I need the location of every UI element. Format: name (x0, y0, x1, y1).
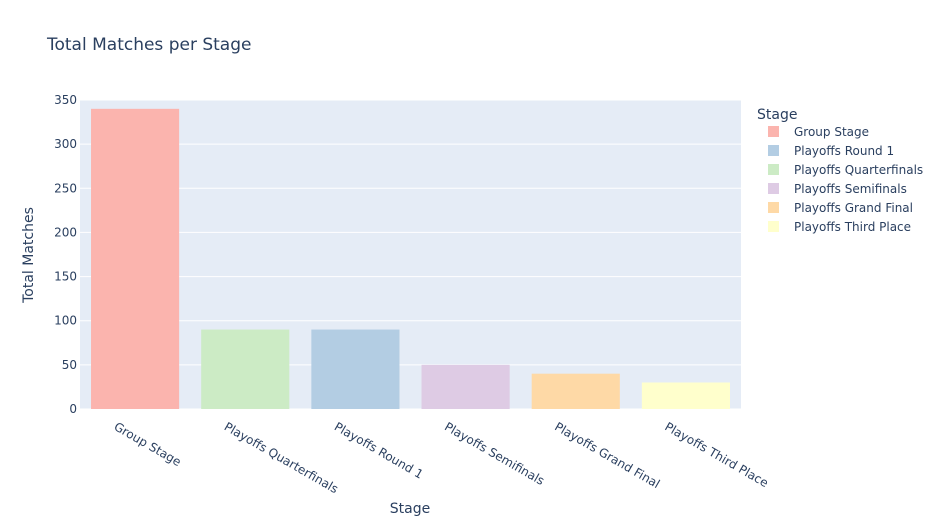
y-tick-label: 100 (54, 314, 77, 328)
y-tick-label: 300 (54, 137, 77, 151)
y-axis-ticks: 0 50 100 150 200 250 300 350 (54, 93, 77, 416)
legend-entry: Playoffs Quarterfinals (794, 163, 923, 177)
x-tick-label: Playoffs Semifinals (442, 419, 547, 488)
y-tick-label: 350 (54, 93, 77, 107)
legend-entry: Group Stage (794, 125, 869, 139)
legend-swatch (768, 145, 779, 156)
x-axis-title: Stage (390, 501, 430, 517)
plot-area (80, 100, 741, 409)
legend-entry: Playoffs Round 1 (794, 144, 894, 158)
y-tick-label: 250 (54, 181, 77, 195)
legend-swatch (768, 202, 779, 213)
x-tick-label: Playoffs Grand Final (552, 419, 662, 491)
legend-swatch (768, 126, 779, 137)
bar (421, 364, 510, 409)
legend-entry: Playoffs Semifinals (794, 182, 907, 196)
y-tick-label: 0 (69, 402, 77, 416)
x-tick-label: Playoffs Quarterfinals (222, 419, 341, 496)
x-tick-label: Group Stage (112, 419, 184, 469)
legend-entry: Playoffs Grand Final (794, 201, 913, 215)
bar (91, 108, 180, 409)
chart-title: Total Matches per Stage (46, 35, 251, 55)
legend-title: Stage (757, 107, 797, 123)
bars (91, 108, 730, 409)
legend-swatch (768, 221, 779, 232)
y-axis-title: Total Matches (21, 207, 37, 304)
legend: Stage Group Stage Playoffs Round 1 Playoff… (757, 107, 923, 234)
grid-lines (80, 99, 741, 410)
x-tick-label: Playoffs Round 1 (332, 419, 426, 481)
y-tick-label: 50 (62, 358, 77, 372)
bar (201, 329, 290, 409)
y-tick-label: 200 (54, 225, 77, 239)
legend-swatch (768, 183, 779, 194)
legend-swatch (768, 164, 779, 175)
x-tick-label: Playoffs Third Place (662, 419, 770, 490)
bar (531, 373, 620, 409)
x-axis-ticks: Group Stage Playoffs QuarterfinalsPlayoff… (112, 419, 771, 496)
bar (641, 382, 730, 409)
bar (311, 329, 400, 409)
legend-entry: Playoffs Third Place (794, 220, 911, 234)
y-tick-label: 150 (54, 270, 77, 284)
